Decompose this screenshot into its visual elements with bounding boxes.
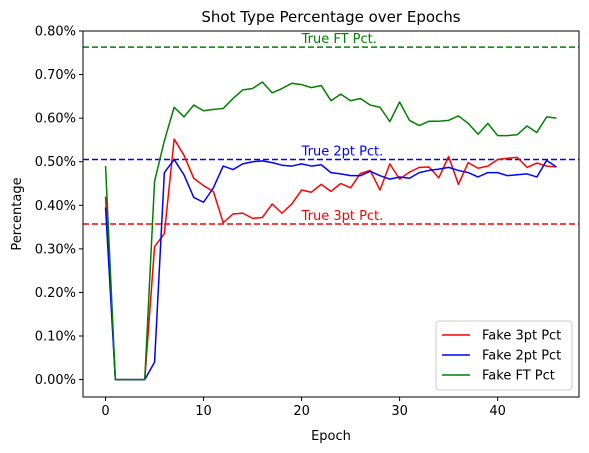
reference-line-label: True FT Pct. (301, 32, 377, 47)
legend-frame (435, 320, 573, 391)
series-line (104, 138, 557, 381)
x-tick-label: 20 (293, 404, 310, 419)
y-tick-label: 0.10% (35, 330, 76, 345)
y-axis-label: Percentage (10, 177, 25, 250)
x-tick-label: 10 (195, 404, 212, 419)
y-tick-label: 0.60% (35, 112, 76, 127)
x-axis: 0 10 20 30 40 (101, 397, 506, 419)
x-tick-label: 30 (391, 404, 408, 419)
legend-label: Fake FT Pct (482, 369, 555, 384)
plot-frame (82, 30, 580, 398)
x-tick-label: 0 (101, 404, 109, 419)
y-axis: 0.00% 0.10% 0.20% 0.30% 0.40% 0.50% 0.60% 0.70%… (35, 25, 83, 388)
x-axis-label: Epoch (311, 429, 351, 444)
y-tick-label: 0.40% (35, 199, 76, 214)
y-tick-label: 0.30% (35, 242, 76, 257)
y-tick-label: 0.00% (35, 373, 76, 388)
legend-label: Fake 2pt Pct (482, 349, 561, 364)
reference-line-label: True 2pt Pct. (301, 145, 384, 160)
reference-line-label: True 3pt Pct. (301, 209, 384, 224)
series-line (104, 81, 557, 381)
x-tick-label: 40 (489, 404, 506, 419)
y-tick-label: 0.20% (35, 286, 76, 301)
y-tick-label: 0.50% (35, 155, 76, 170)
y-tick-label: 0.70% (35, 68, 76, 83)
legend: Fake 3pt Pct Fake 2pt Pct Fake FT Pct (435, 320, 573, 391)
y-tick-label: 0.80% (35, 25, 76, 40)
chart-title: Shot Type Percentage over Epochs (201, 8, 460, 26)
series-line (104, 158, 557, 381)
legend-label: Fake 3pt Pct (482, 329, 561, 344)
plot-area: True FT Pct. True 2pt Pct. True 3pt Pct. (83, 32, 579, 381)
